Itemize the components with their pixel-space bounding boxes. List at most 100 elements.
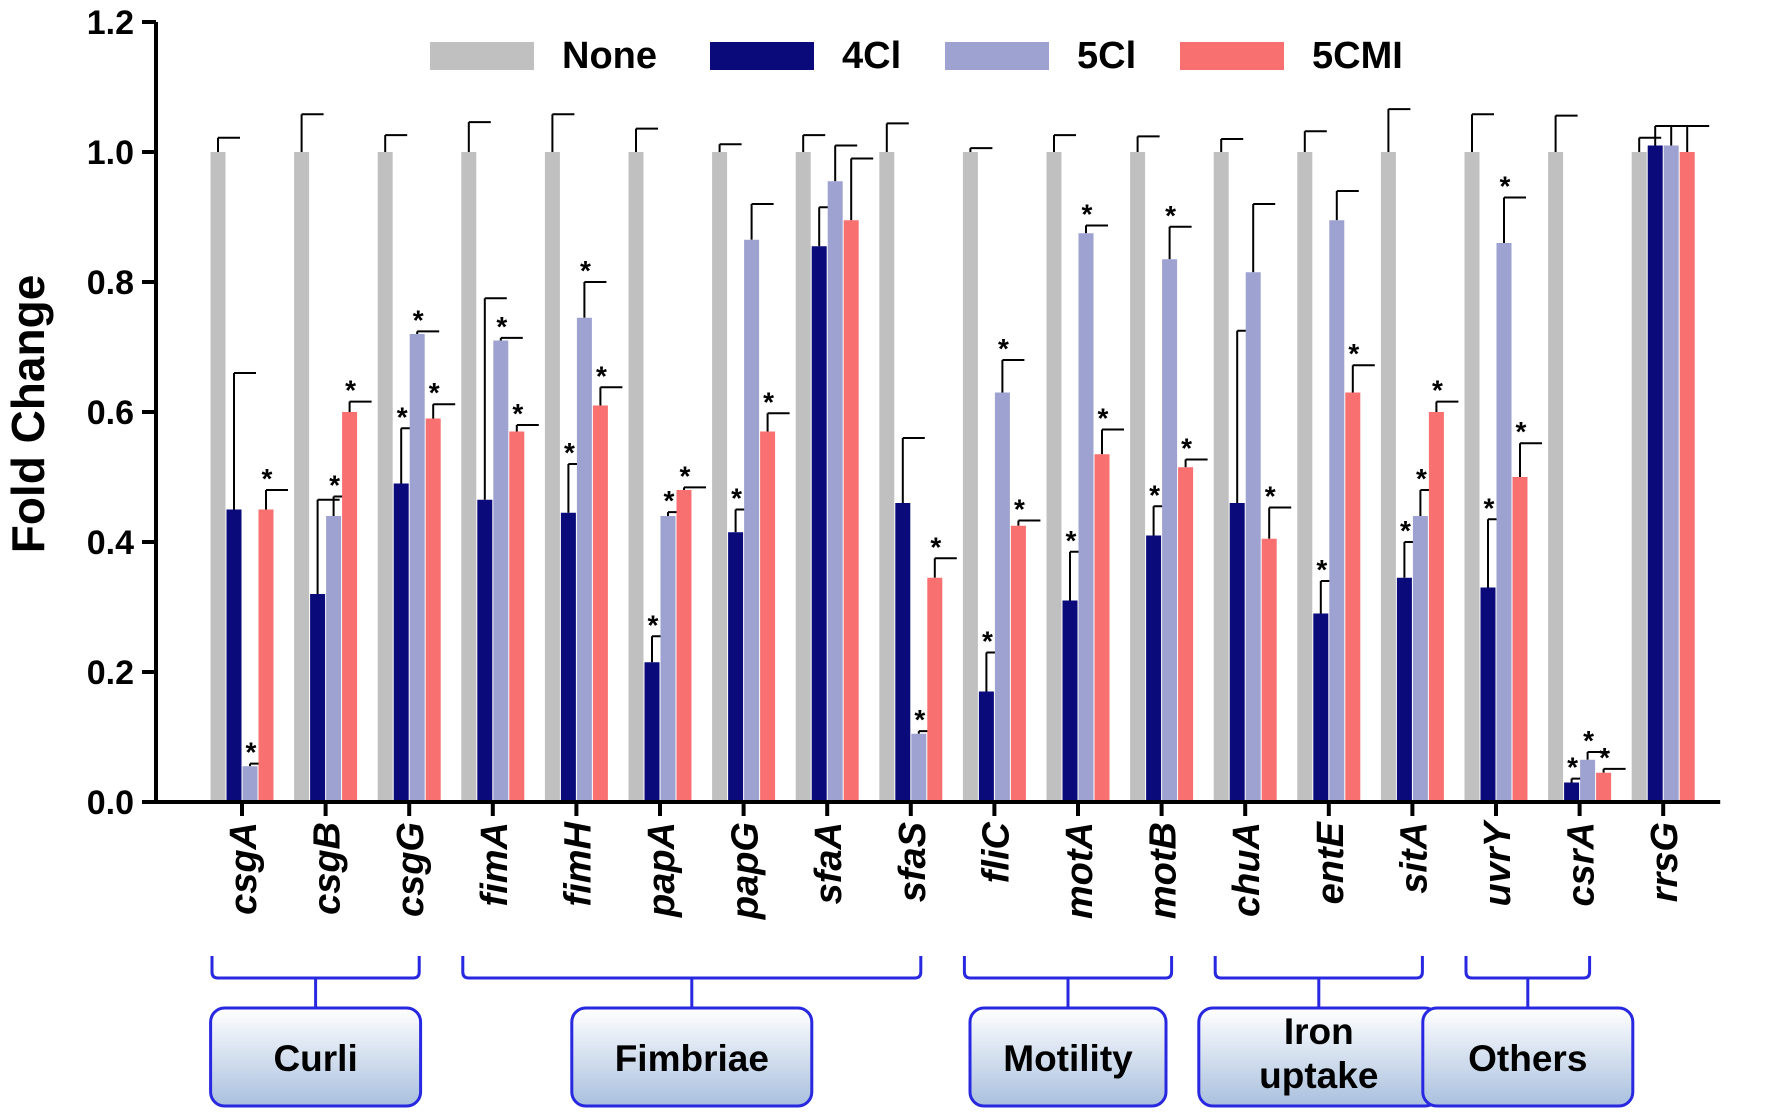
y-tick-label: 0.6 (87, 394, 134, 432)
significance-marker: * (1432, 375, 1443, 406)
significance-marker: * (1066, 525, 1077, 556)
group-label: Others (1468, 1038, 1587, 1079)
group-bracket (1213, 956, 1424, 980)
group-label-line: uptake (1259, 1055, 1378, 1096)
significance-marker: * (262, 463, 273, 494)
significance-marker: * (1082, 198, 1093, 229)
legend: None 4Cl 5Cl 5CMI (430, 35, 1403, 77)
significance-marker: * (512, 398, 523, 429)
bar-sfaS-None (879, 152, 895, 802)
bar-chuA-None (1213, 152, 1229, 802)
bar-entE-5CMI (1345, 392, 1361, 802)
bar-sfaS-4Cl (895, 503, 911, 802)
bar-fliC-None (962, 152, 978, 802)
bar-csgA-5Cl (242, 766, 258, 802)
gene-label-sitA: sitA (1393, 822, 1435, 894)
group-label: Iron uptake (1259, 1011, 1378, 1096)
significance-marker: * (429, 377, 440, 408)
gene-label-csgA: csgA (223, 822, 265, 915)
significance-marker: * (1098, 403, 1109, 434)
gene-label-entE: entE (1310, 820, 1352, 904)
bar-csrA-None (1548, 152, 1564, 802)
bar-motA-5Cl (1078, 233, 1094, 802)
bar-entE-5Cl (1329, 220, 1345, 802)
group-box (1421, 1006, 1635, 1108)
bar-fimH-5CMI (592, 405, 608, 802)
significance-marker: * (564, 437, 575, 468)
significance-marker: * (1316, 554, 1327, 585)
bar-csgA-None (210, 152, 226, 802)
gene-label-sfaA: sfaA (808, 822, 850, 904)
bar-motB-None (1130, 152, 1146, 802)
legend-swatch-4Cl (710, 42, 814, 70)
bar-csgA-4Cl (226, 509, 242, 802)
bar-csgB-4Cl (310, 594, 326, 802)
gene-label-rrsG: rrsG (1644, 822, 1686, 902)
bar-motA-5CMI (1094, 454, 1110, 802)
significance-marker: * (1400, 515, 1411, 546)
bar-sitA-None (1380, 152, 1396, 802)
significance-marker: * (413, 304, 424, 335)
bar-fliC-5Cl (994, 392, 1010, 802)
bar-fimA-None (461, 152, 477, 802)
significance-marker: * (731, 483, 742, 514)
group-label-line: Iron (1284, 1011, 1354, 1052)
group-box (570, 1006, 814, 1108)
significance-marker: * (914, 704, 925, 735)
legend-swatch-5CMI (1180, 42, 1284, 70)
significance-marker: * (496, 311, 507, 342)
bar-fimA-5Cl (493, 340, 509, 802)
bar-csgB-5Cl (326, 516, 342, 802)
significance-marker: * (1583, 725, 1594, 756)
significance-marker: * (982, 626, 993, 657)
bar-fimH-5Cl (576, 317, 592, 802)
bar-fliC-5CMI (1010, 525, 1026, 802)
bar-fimH-4Cl (560, 512, 576, 802)
gene-label-motB: motB (1143, 822, 1185, 919)
bar-fimA-5CMI (509, 431, 525, 802)
bar-csgG-5CMI (425, 418, 441, 802)
y-tick-label: 0.0 (87, 784, 134, 822)
significance-marker: * (345, 375, 356, 406)
group-bracket (461, 956, 923, 980)
bar-csrA-5CMI (1596, 772, 1612, 802)
bar-csrA-4Cl (1564, 782, 1580, 802)
group-bracket (1464, 956, 1592, 980)
bar-motA-4Cl (1062, 600, 1078, 802)
bar-motB-5CMI (1178, 467, 1194, 802)
significance-marker: * (596, 360, 607, 391)
significance-marker: * (1567, 752, 1578, 783)
bars-layer: ** ************************************** (210, 108, 1710, 802)
group-box (968, 1006, 1168, 1108)
bar-motB-5Cl (1162, 259, 1178, 802)
bar-csgG-None (377, 152, 393, 802)
bar-chuA-5CMI (1261, 538, 1277, 802)
gene-label-sfaS: sfaS (892, 822, 934, 902)
bar-csgB-5CMI (342, 412, 358, 802)
group-bracket (210, 956, 421, 980)
group-label: Motility (1003, 1038, 1133, 1079)
bar-chuA-5Cl (1245, 272, 1261, 802)
bar-sfaS-5CMI (927, 577, 943, 802)
y-tick-label: 0.4 (87, 524, 134, 562)
bar-sitA-5Cl (1412, 516, 1428, 802)
bar-papG-5CMI (760, 431, 776, 802)
gene-label-papG: papG (725, 822, 767, 920)
significance-marker: * (1165, 200, 1176, 231)
gene-groups: Curli Fimbriae Motility Iron uptake Others (209, 956, 1635, 1108)
gene-label-fliC: fliC (975, 821, 1017, 883)
bar-csgB-None (294, 152, 310, 802)
gene-label-chuA: chuA (1226, 822, 1268, 917)
legend-label-5CMI: 5CMI (1312, 35, 1403, 77)
bar-csgG-5Cl (409, 334, 425, 802)
bar-sitA-5CMI (1428, 412, 1444, 802)
gene-label-csgB: csgB (307, 822, 349, 915)
bar-papA-4Cl (644, 662, 660, 802)
bar-sitA-4Cl (1396, 577, 1412, 802)
bar-uvrY-5CMI (1512, 477, 1528, 802)
group-label: Fimbriae (615, 1038, 769, 1079)
significance-marker: * (763, 386, 774, 417)
significance-marker: * (246, 737, 257, 768)
x-tick-labels: csgA csgB csgG fimA fimH papA papG sfaA sfaS fliC… (223, 818, 1686, 920)
